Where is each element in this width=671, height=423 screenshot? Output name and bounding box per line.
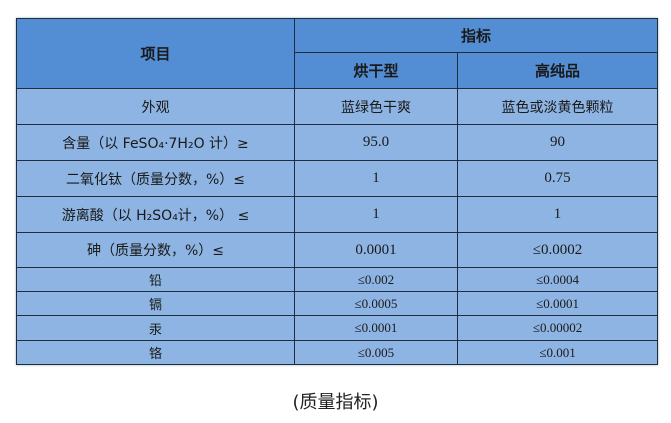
row-value-1: 1: [294, 160, 458, 197]
table-row: 含量（以 FeSO₄·7H₂O 计）≥ 95.0 90: [16, 124, 659, 161]
row-item: 汞: [16, 315, 295, 341]
row-item: 二氧化钛（质量分数，%）≤: [16, 160, 295, 197]
row-item: 铬: [16, 340, 295, 365]
row-item: 砷（质量分数，%）≤: [16, 232, 295, 268]
header-item: 项目: [16, 18, 295, 89]
row-item: 镉: [16, 291, 295, 316]
row-value-2: 1: [456, 196, 659, 233]
table-row: 铬 ≤0.005 ≤0.001: [16, 340, 659, 365]
row-value-1: ≤0.002: [294, 267, 458, 292]
row-value-1: 蓝绿色干爽: [294, 88, 458, 125]
table-caption: (质量指标): [292, 392, 379, 413]
row-value-2: 蓝色或淡黄色颗粒: [456, 88, 659, 125]
row-value-1: ≤0.0005: [294, 291, 458, 316]
table-row: 铅 ≤0.002 ≤0.0004: [16, 267, 659, 292]
row-value-2: ≤0.00002: [456, 315, 659, 341]
table-row: 二氧化钛（质量分数，%）≤ 1 0.75: [16, 160, 659, 197]
row-value-2: ≤0.0001: [456, 291, 659, 316]
quality-index-table: 项目 指标 烘干型 高纯品 外观 蓝绿色干爽 蓝色或淡黄色颗粒 含量（以 FeS…: [16, 18, 659, 365]
row-value-1: 0.0001: [294, 232, 458, 268]
header-high-purity: 高纯品: [456, 52, 659, 89]
table-row: 镉 ≤0.0005 ≤0.0001: [16, 291, 659, 316]
header-indicator: 指标: [293, 18, 659, 53]
table-row: 汞 ≤0.0001 ≤0.00002: [16, 315, 659, 341]
row-value-2: ≤0.001: [456, 340, 659, 365]
row-value-1: 95.0: [294, 124, 458, 161]
table-row: 砷（质量分数，%）≤ 0.0001 ≤0.0002: [16, 232, 659, 268]
header-dried-type: 烘干型: [294, 52, 458, 89]
row-item: 外观: [16, 88, 295, 125]
table-row: 游离酸（以 H₂SO₄计，%） ≤ 1 1: [16, 196, 659, 233]
row-value-1: ≤0.0001: [294, 315, 458, 341]
row-value-2: ≤0.0002: [456, 232, 659, 268]
row-value-1: 1: [294, 196, 458, 233]
row-item: 含量（以 FeSO₄·7H₂O 计）≥: [16, 124, 295, 161]
row-item: 游离酸（以 H₂SO₄计，%） ≤: [16, 196, 295, 233]
table-row: 外观 蓝绿色干爽 蓝色或淡黄色颗粒: [16, 88, 659, 125]
row-item: 铅: [16, 267, 295, 292]
row-value-2: 0.75: [456, 160, 659, 197]
row-value-2: ≤0.0004: [456, 267, 659, 292]
row-value-2: 90: [456, 124, 659, 161]
row-value-1: ≤0.005: [294, 340, 458, 365]
